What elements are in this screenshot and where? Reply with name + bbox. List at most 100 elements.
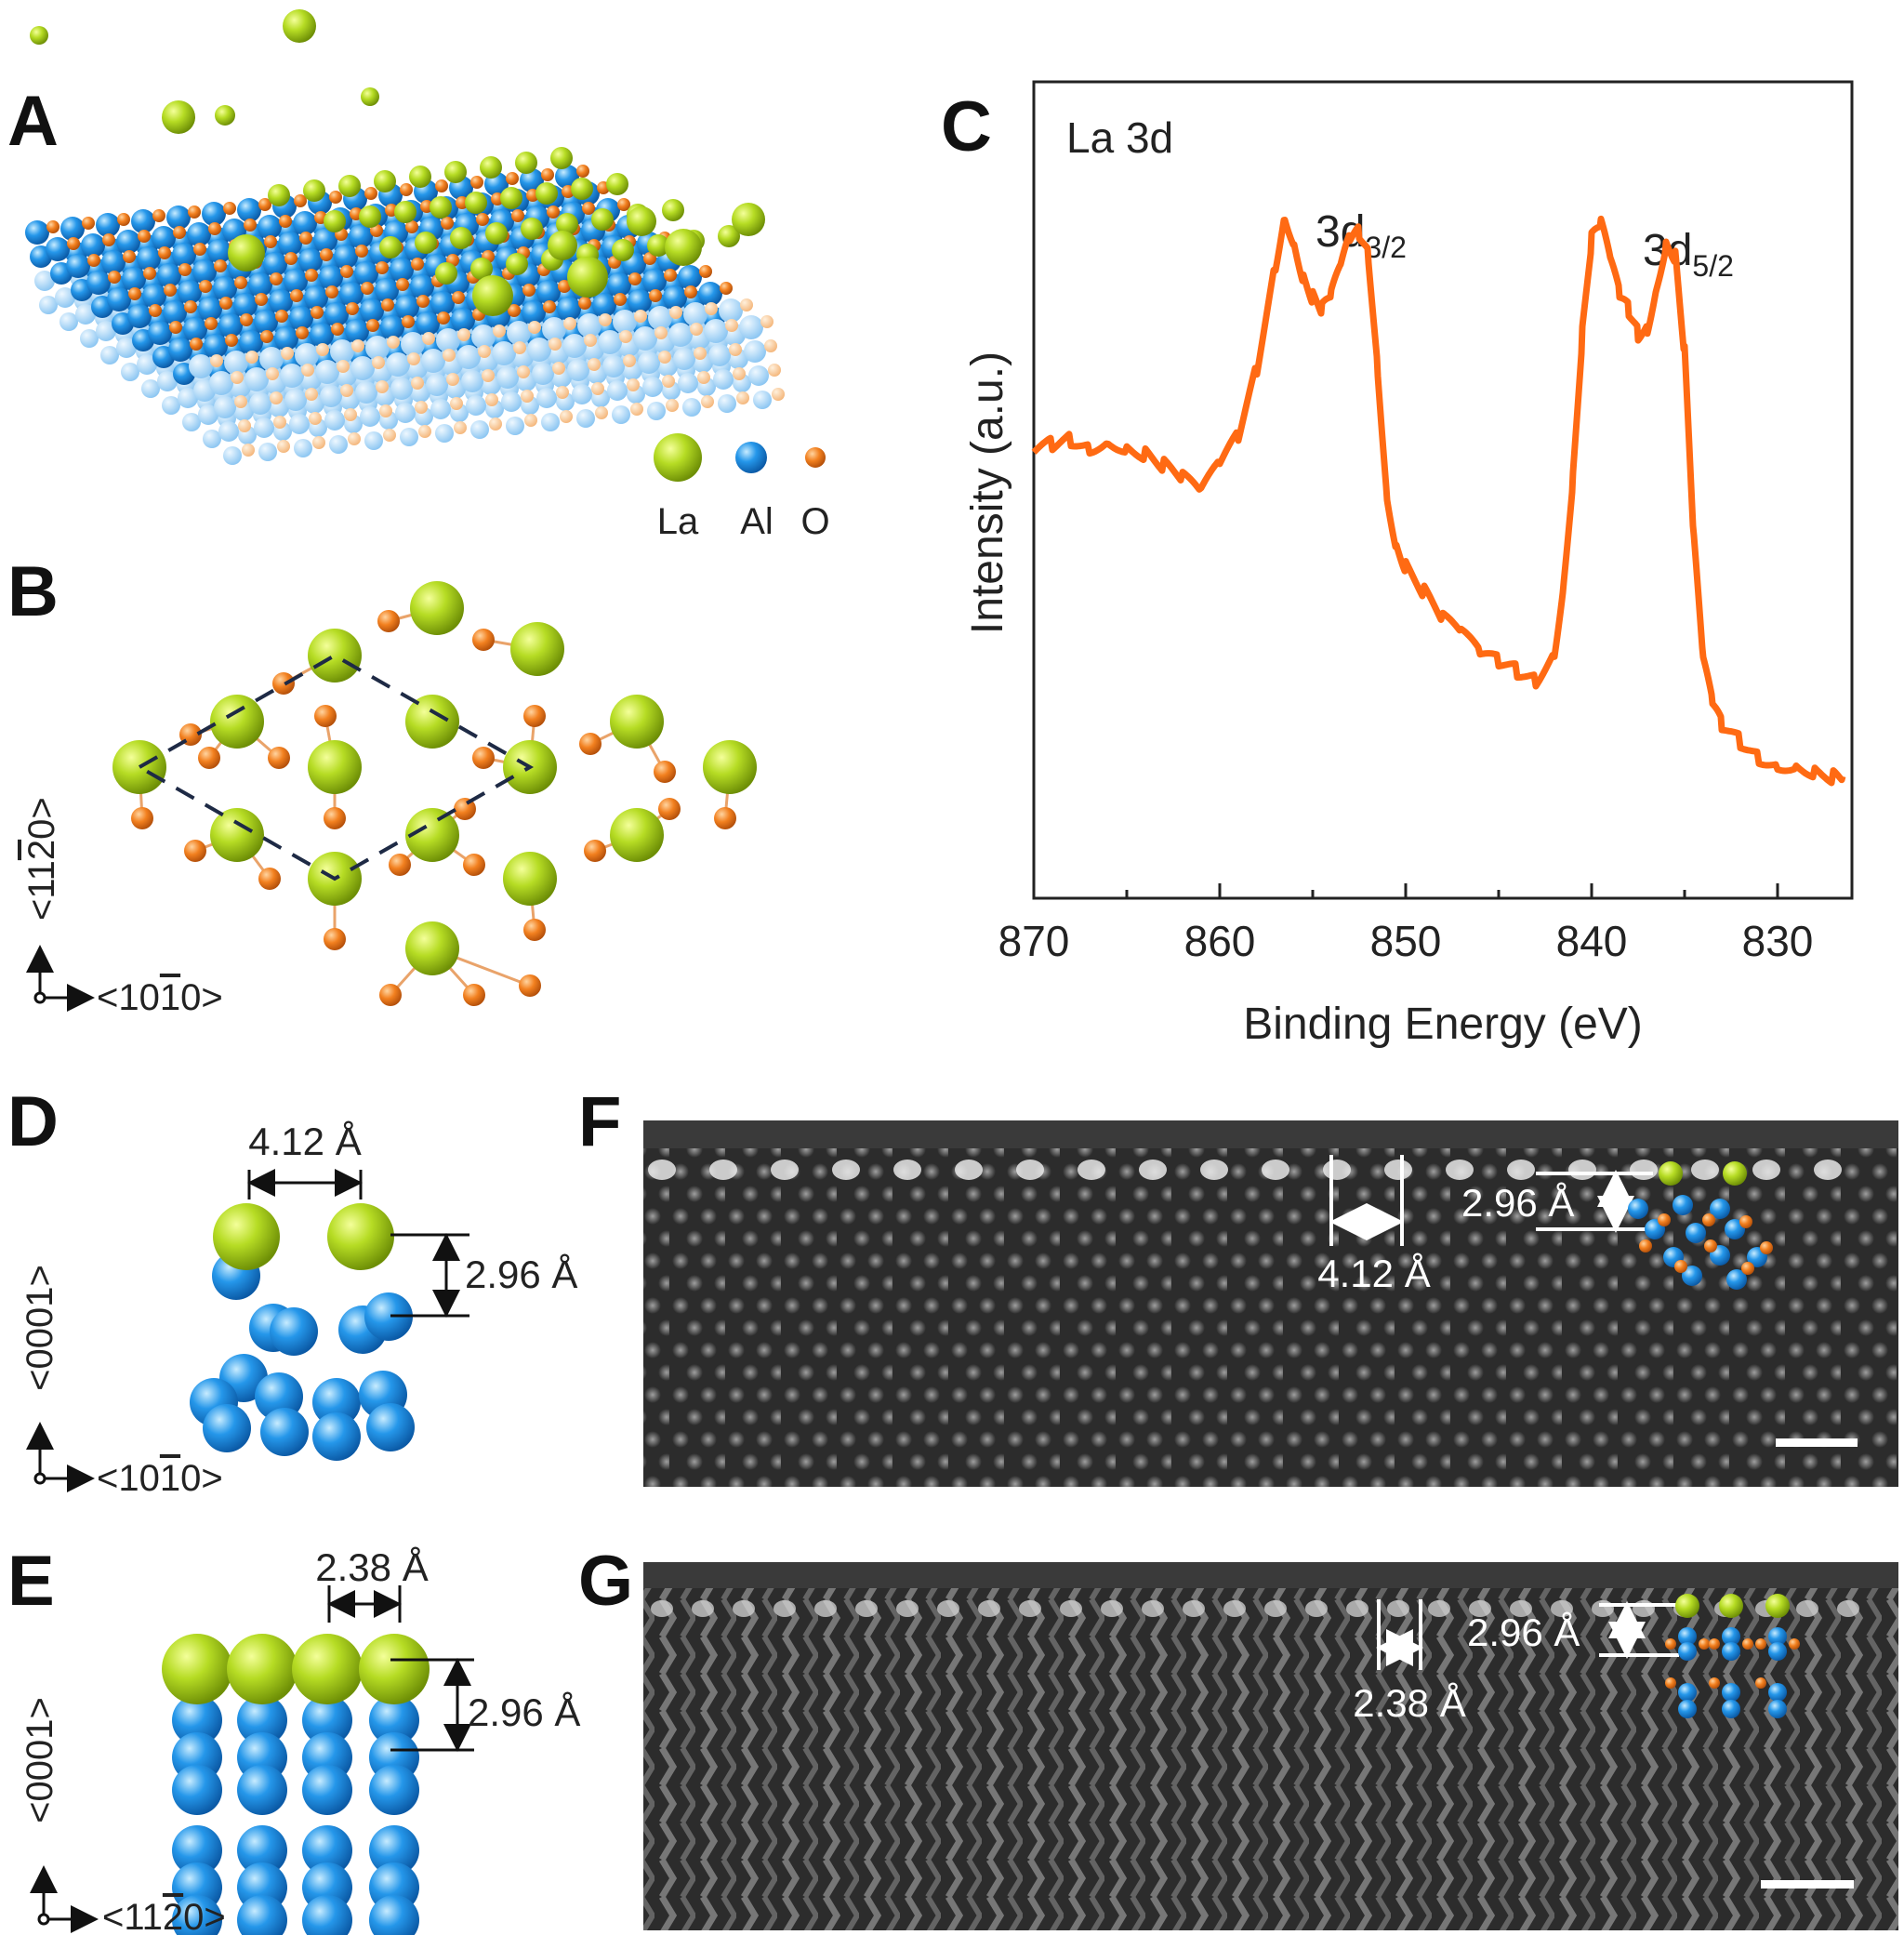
structure-overlay-g xyxy=(1665,1594,1800,1718)
o-atom xyxy=(270,391,283,404)
al-atom xyxy=(60,217,85,241)
al-atom xyxy=(258,215,282,239)
al-atom xyxy=(270,1307,318,1356)
o-atom xyxy=(231,371,244,384)
o-atom xyxy=(628,272,641,285)
o-atom xyxy=(511,209,524,222)
al-atom xyxy=(648,306,672,330)
o-atom xyxy=(485,393,498,406)
o-legend-label: O xyxy=(800,501,829,542)
al-atom xyxy=(137,246,161,271)
al-atom xyxy=(233,293,258,317)
panel-e: E 2.38 Å 2.96 Å <1120> <0001> xyxy=(7,1542,580,1935)
al-atom xyxy=(237,1765,287,1815)
al-atom xyxy=(364,431,383,450)
surface-column xyxy=(1469,1600,1491,1617)
panel-c: C La 3d 3d3/2 3d5/2 870 860 850 840 830 Bind… xyxy=(941,80,1854,1049)
al-atom xyxy=(638,351,660,374)
o-atom xyxy=(649,289,662,302)
al-atom xyxy=(592,293,616,317)
al-atom xyxy=(157,263,181,287)
o-atom xyxy=(355,245,368,258)
al-atom xyxy=(319,265,343,289)
al-atom xyxy=(527,338,551,362)
o-atom xyxy=(418,425,431,438)
o-atom xyxy=(389,854,411,876)
al-atom xyxy=(492,341,516,365)
o-atom xyxy=(128,287,141,300)
al-atom xyxy=(1722,1642,1740,1661)
al-atom xyxy=(682,398,701,417)
o-atom xyxy=(506,172,519,185)
la-atom xyxy=(510,622,564,676)
la-atom xyxy=(536,182,558,205)
surface-column xyxy=(1507,1160,1535,1180)
al-atom xyxy=(642,377,663,397)
al-atom xyxy=(245,367,269,391)
la-atom xyxy=(303,179,325,202)
la-atom xyxy=(665,229,702,266)
o-atom xyxy=(541,168,554,181)
al-atom xyxy=(172,243,196,267)
al-atom xyxy=(127,304,152,328)
o-atom xyxy=(240,313,253,326)
la-atom xyxy=(612,239,634,261)
al-atom xyxy=(198,404,218,425)
spacing-label-v-g: 2.96 Å xyxy=(1467,1610,1580,1654)
al-atom xyxy=(748,365,769,386)
panel-label-c: C xyxy=(941,87,992,166)
al-atom xyxy=(349,224,373,248)
o-atom xyxy=(720,282,733,295)
al-atom xyxy=(572,384,592,404)
o-atom xyxy=(1674,1260,1687,1273)
o-atom xyxy=(383,429,396,442)
al-atom xyxy=(254,417,274,438)
surface-column xyxy=(1346,1600,1368,1617)
o-atom xyxy=(214,259,227,272)
o-atom xyxy=(305,388,318,401)
al-atom xyxy=(678,265,702,289)
al-atom xyxy=(532,363,554,385)
al-atom xyxy=(668,323,693,347)
spectrum-line xyxy=(1031,215,1846,787)
al-atom xyxy=(223,446,242,465)
al-atom xyxy=(152,226,176,250)
surface-column xyxy=(1446,1160,1474,1180)
al-atom xyxy=(698,282,722,306)
o-atom xyxy=(443,349,456,362)
axis-label-vertical-e: <0001> xyxy=(20,1697,60,1823)
al-atom xyxy=(278,232,302,256)
axis-indicator-b: <1010> <1120> xyxy=(21,797,223,1018)
o-atom xyxy=(699,265,712,278)
la-atom xyxy=(506,253,528,275)
o-atom xyxy=(407,352,420,365)
o-atom xyxy=(266,367,279,380)
al-atom xyxy=(25,220,49,245)
surface-column xyxy=(1633,1600,1655,1617)
o-atom xyxy=(245,351,258,364)
la-atom xyxy=(227,1634,298,1704)
o-atom xyxy=(654,326,668,339)
o-atom xyxy=(482,369,495,382)
la-legend-swatch xyxy=(654,433,702,482)
o-atom xyxy=(768,364,781,377)
o-atom xyxy=(543,300,556,313)
o-atom xyxy=(270,272,283,285)
al-atom xyxy=(1722,1627,1740,1646)
o-atom xyxy=(184,840,206,862)
al-atom xyxy=(218,421,239,442)
o-atom xyxy=(1742,1638,1753,1650)
axis-indicator-e: <1120> <0001> xyxy=(20,1697,226,1935)
o-atom xyxy=(225,334,238,347)
y-axis-title: Intensity (a.u.) xyxy=(963,351,1012,634)
al-atom xyxy=(598,330,622,354)
o-atom xyxy=(697,371,710,384)
surface-column xyxy=(896,1600,919,1617)
al-atom xyxy=(607,380,628,401)
al-atom xyxy=(713,369,734,390)
o-atom xyxy=(320,248,333,261)
al-atom xyxy=(536,280,561,304)
surface-column xyxy=(955,1160,983,1180)
al-atom xyxy=(289,306,313,330)
o-atom xyxy=(614,293,627,306)
